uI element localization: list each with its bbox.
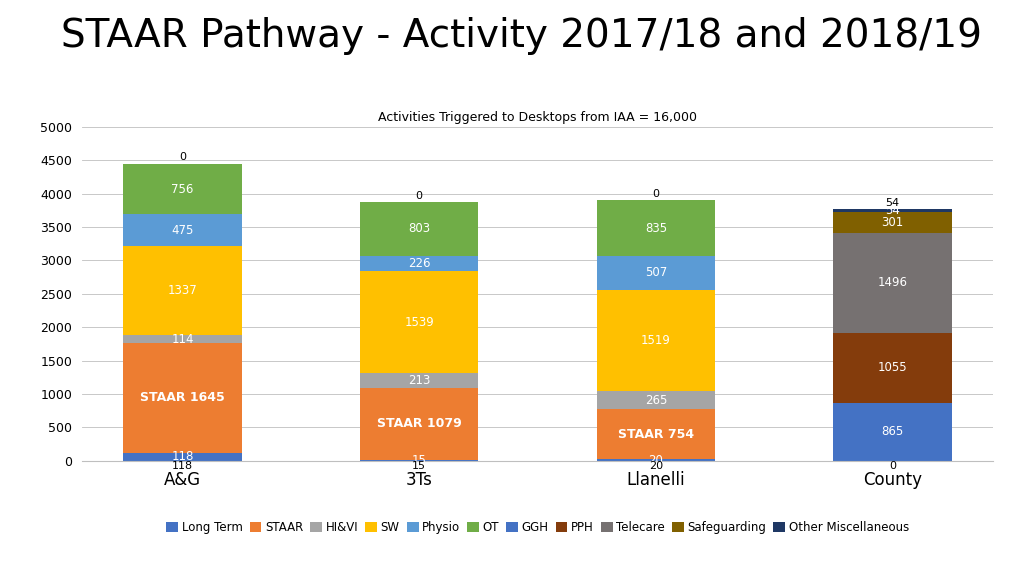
Text: 507: 507 (645, 267, 667, 279)
Text: 1539: 1539 (404, 316, 434, 328)
Text: 865: 865 (882, 426, 904, 438)
Text: 0: 0 (889, 461, 896, 471)
Bar (123, 214, 242, 246)
Bar (597, 256, 715, 290)
Bar (597, 409, 715, 460)
Bar (834, 403, 952, 461)
Text: STAAR 754: STAAR 754 (617, 428, 694, 441)
Text: 20: 20 (649, 461, 663, 471)
Bar (597, 460, 715, 461)
Text: STAAR Pathway - Activity 2017/18 and 2018/19: STAAR Pathway - Activity 2017/18 and 201… (61, 17, 982, 55)
Bar (360, 373, 478, 388)
Text: 756: 756 (171, 183, 194, 196)
Text: 15: 15 (413, 461, 426, 471)
Bar (834, 209, 952, 213)
Text: 226: 226 (408, 256, 430, 270)
Text: 0: 0 (416, 191, 423, 200)
Bar (360, 388, 478, 460)
Text: 114: 114 (171, 333, 194, 346)
Text: 54: 54 (885, 204, 900, 217)
Text: STAAR 1645: STAAR 1645 (140, 392, 225, 404)
Title: Activities Triggered to Desktops from IAA = 16,000: Activities Triggered to Desktops from IA… (378, 111, 697, 124)
Text: 0: 0 (179, 153, 186, 162)
Bar (123, 343, 242, 453)
Bar (360, 202, 478, 256)
Text: 118: 118 (172, 461, 194, 471)
Bar (597, 290, 715, 391)
Text: 213: 213 (408, 374, 430, 387)
Text: 1055: 1055 (878, 361, 907, 374)
Bar (123, 164, 242, 214)
Bar (834, 233, 952, 332)
Text: 1337: 1337 (168, 284, 198, 297)
Text: 15: 15 (412, 454, 427, 467)
Text: 835: 835 (645, 222, 667, 234)
Text: 20: 20 (648, 454, 664, 467)
Bar (834, 213, 952, 233)
Text: 54: 54 (886, 198, 900, 207)
Text: 1496: 1496 (878, 276, 907, 289)
Text: 1519: 1519 (641, 334, 671, 347)
Bar (597, 200, 715, 256)
Bar (360, 460, 478, 461)
Bar (360, 271, 478, 373)
Text: 301: 301 (882, 216, 904, 229)
Text: 265: 265 (645, 394, 668, 407)
Bar (597, 391, 715, 409)
Bar (123, 246, 242, 335)
Bar (360, 256, 478, 271)
Bar (123, 453, 242, 461)
Bar (123, 335, 242, 343)
Text: 118: 118 (171, 450, 194, 463)
Bar (834, 332, 952, 403)
Text: 803: 803 (409, 222, 430, 235)
Text: 0: 0 (652, 189, 659, 199)
Text: STAAR 1079: STAAR 1079 (377, 417, 462, 430)
Legend: Long Term, STAAR, HI&VI, SW, Physio, OT, GGH, PPH, Telecare, Safeguarding, Other: Long Term, STAAR, HI&VI, SW, Physio, OT,… (162, 516, 913, 539)
Text: 475: 475 (171, 223, 194, 237)
